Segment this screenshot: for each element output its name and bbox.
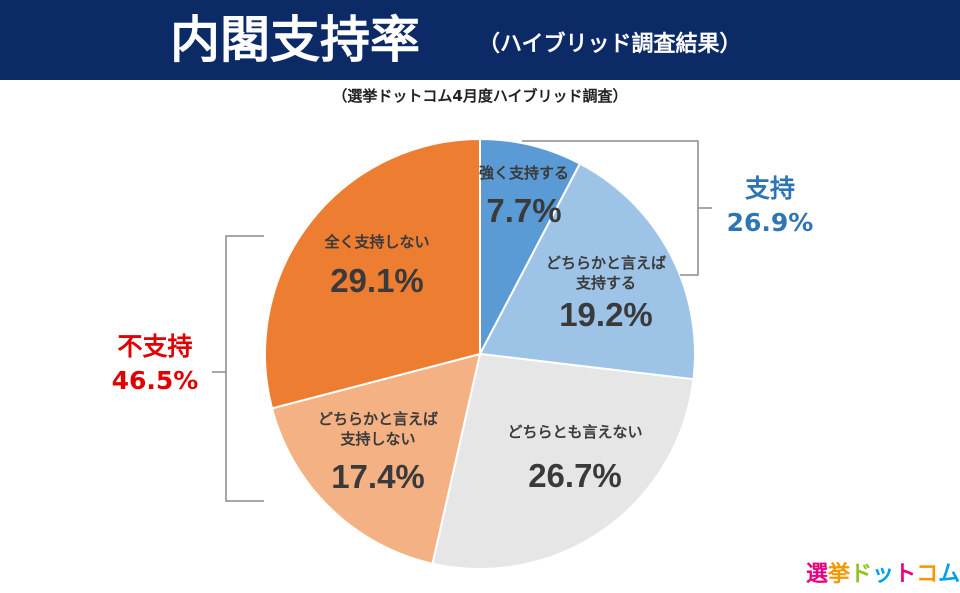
logo-char: ッ [872,562,895,587]
header-bar: 内閣支持率 （ハイブリッド調査結果） [0,0,960,80]
support-group-label: 支持 26.9% [715,172,825,240]
nonsupport-group-name: 不支持 [117,332,193,361]
pie-slice [431,352,695,570]
slice-value-label: 19.2% [559,296,653,333]
pie-slice [264,137,481,410]
nonsupport-bracket [225,235,264,502]
nonsupport-group-value: 46.5% [111,366,199,395]
logo-char: 挙 [828,562,851,587]
slice-label: 支持しない [339,430,415,448]
senkyo-dotcom-logo: 選挙ドットコム [806,560,960,590]
slice-label: どちらとも言えない [507,423,642,441]
support-group-name: 支持 [744,174,795,203]
page-subtitle: （ハイブリッド調査結果） [478,32,742,57]
logo-char: ム [938,562,960,587]
pie-slice [270,352,482,565]
logo-char: ト [894,562,917,587]
slice-label: 強く支持する [479,164,569,182]
logo-char: コ [916,562,939,587]
logo-char: ド [850,562,873,587]
slice-value-label: 17.4% [331,458,425,495]
slice-value-label: 26.7% [528,457,622,494]
slice-label: 支持する [575,274,636,292]
pie-slice [479,137,582,355]
slice-label: どちらかと言えば [318,410,438,428]
slice-label: どちらかと言えば [546,254,666,272]
logo-char: 選 [806,562,829,587]
survey-caption: （選挙ドットコム4月度ハイブリッド調査） [332,87,628,105]
slice-label: 全く支持しない [323,233,429,251]
pie-slice [478,162,696,381]
slice-value-label: 29.1% [330,262,424,299]
slice-value-label: 7.7% [486,192,561,229]
support-group-value: 26.9% [726,208,814,237]
nonsupport-group-label: 不支持 46.5% [95,330,215,398]
page-title: 内閣支持率 [170,11,420,69]
